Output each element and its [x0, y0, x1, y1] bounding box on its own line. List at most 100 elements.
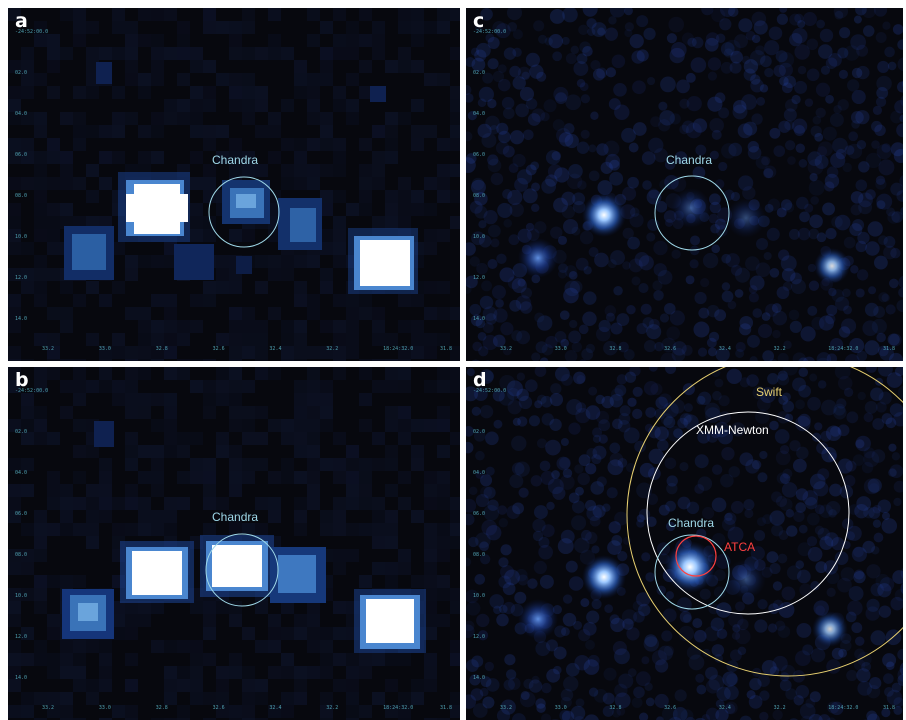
noise-texture: [676, 79, 690, 94]
noise-texture: [320, 73, 333, 86]
noise-texture: [99, 471, 112, 484]
noise-texture: [255, 125, 268, 138]
noise-texture: [619, 405, 631, 417]
noise-texture: [554, 625, 567, 638]
noise-texture: [125, 393, 138, 406]
noise-texture: [112, 8, 125, 21]
noise-texture: [614, 511, 629, 526]
noise-texture: [851, 89, 866, 105]
noise-texture: [468, 536, 479, 548]
noise-texture: [809, 214, 823, 229]
noise-texture: [795, 488, 809, 501]
noise-texture: [424, 203, 437, 216]
noise-texture: [504, 654, 516, 666]
noise-texture: [709, 150, 719, 160]
noise-texture: [692, 166, 706, 180]
noise-texture: [789, 33, 803, 47]
noise-texture: [640, 303, 652, 315]
noise-texture: [534, 312, 545, 323]
noise-texture: [86, 523, 99, 536]
noise-texture: [807, 159, 824, 176]
noise-texture: [817, 527, 830, 541]
noise-texture: [629, 213, 644, 228]
noise-texture: [475, 470, 484, 479]
x-tick-label: 32.4: [718, 346, 731, 352]
noise-texture: [450, 692, 460, 705]
noise-texture: [796, 622, 812, 638]
noise-texture: [164, 692, 177, 705]
noise-texture: [621, 609, 638, 625]
noise-texture: [516, 388, 529, 402]
noise-texture: [527, 113, 541, 126]
noise-texture: [816, 357, 830, 361]
noise-texture: [190, 653, 203, 666]
noise-texture: [719, 18, 732, 31]
noise-texture: [34, 21, 47, 34]
noise-texture: [721, 282, 731, 291]
noise-texture: [748, 694, 763, 709]
noise-texture: [791, 94, 801, 105]
noise-texture: [8, 307, 21, 320]
noise-texture: [829, 112, 844, 127]
noise-texture: [359, 471, 372, 484]
noise-texture: [164, 497, 177, 510]
noise-texture: [203, 21, 216, 34]
noise-texture: [525, 164, 537, 176]
noise-texture: [817, 380, 827, 389]
noise-texture: [899, 662, 903, 676]
x-tick-label: 32.4: [269, 346, 282, 352]
noise-texture: [881, 518, 898, 534]
noise-texture: [346, 47, 359, 60]
noise-texture: [545, 439, 561, 456]
noise-texture: [483, 486, 496, 499]
noise-texture: [203, 281, 216, 294]
noise-texture: [424, 497, 437, 510]
noise-texture: [827, 701, 840, 714]
noise-texture: [424, 346, 437, 359]
noise-texture: [729, 649, 742, 662]
noise-texture: [268, 471, 281, 484]
noise-texture: [718, 395, 730, 407]
noise-texture: [560, 529, 575, 544]
noise-texture: [783, 340, 792, 350]
noise-texture: [86, 536, 99, 549]
noise-texture: [138, 333, 151, 346]
noise-texture: [863, 447, 875, 459]
noise-texture: [668, 16, 685, 33]
noise-texture: [604, 604, 613, 613]
noise-texture: [125, 346, 138, 359]
noise-texture: [701, 8, 714, 16]
noise-texture: [498, 518, 509, 528]
noise-texture: [281, 627, 294, 640]
noise-texture: [639, 712, 649, 720]
noise-texture: [561, 205, 576, 219]
noise-texture: [177, 21, 190, 34]
noise-texture: [99, 718, 112, 720]
noise-texture: [865, 189, 876, 200]
noise-texture: [875, 401, 887, 413]
noise-texture: [761, 659, 777, 675]
noise-texture: [750, 74, 761, 85]
noise-texture: [268, 190, 281, 203]
noise-texture: [870, 582, 884, 597]
noise-texture: [789, 320, 802, 334]
noise-texture: [346, 523, 359, 536]
noise-texture: [125, 380, 138, 393]
panel-letter: a: [15, 10, 28, 32]
noise-texture: [681, 344, 693, 356]
noise-texture: [385, 679, 398, 692]
noise-texture: [255, 164, 268, 177]
noise-texture: [307, 294, 320, 307]
noise-texture: [190, 177, 203, 190]
noise-texture: [21, 359, 34, 361]
noise-texture: [34, 333, 47, 346]
noise-texture: [450, 497, 460, 510]
noise-texture: [873, 532, 884, 543]
noise-texture: [563, 287, 579, 304]
noise-texture: [229, 718, 242, 720]
noise-texture: [824, 532, 839, 547]
noise-texture: [863, 451, 880, 468]
noise-texture: [578, 629, 591, 642]
noise-texture: [716, 602, 732, 618]
noise-texture: [21, 406, 34, 419]
